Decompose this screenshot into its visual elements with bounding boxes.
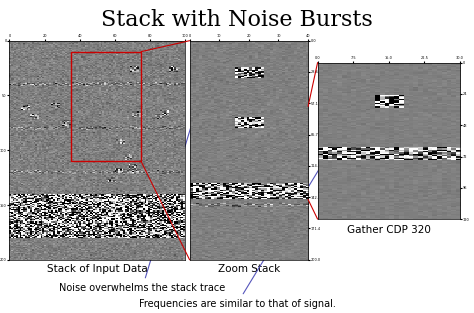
Text: Stack with Noise Bursts: Stack with Noise Bursts xyxy=(101,9,373,31)
Bar xyxy=(71,52,141,161)
Text: Noise overwhelms the stack trace: Noise overwhelms the stack trace xyxy=(59,104,225,293)
Text: Zoom Stack: Zoom Stack xyxy=(218,264,280,275)
Text: Frequencies are similar to that of signal.: Frequencies are similar to that of signa… xyxy=(138,105,358,309)
Text: Gather CDP 320: Gather CDP 320 xyxy=(347,225,430,235)
Text: Stack of Input Data: Stack of Input Data xyxy=(47,264,147,275)
